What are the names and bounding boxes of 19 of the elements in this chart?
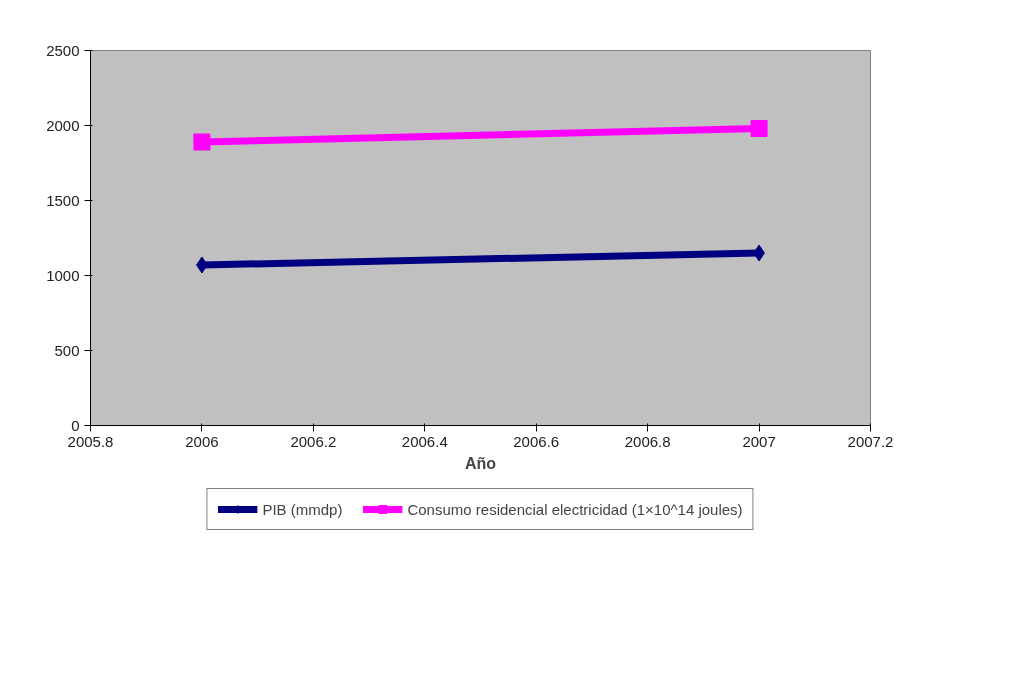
point xyxy=(193,133,211,151)
y-tick-label: 2000 xyxy=(46,116,80,134)
y-tick-label: 1000 xyxy=(46,266,80,284)
x-tick-label: 2006.8 xyxy=(624,432,671,450)
x-tick-label: 2006.6 xyxy=(513,432,560,450)
x-tick-label: 2006.4 xyxy=(401,432,448,450)
x-tick-label: 2007.2 xyxy=(847,432,894,450)
x-tick-label: 2005.8 xyxy=(67,432,114,450)
y-tick-label: 0 xyxy=(71,416,80,434)
legend-label: Consumo residencial electricidad (1×10^14 joules) xyxy=(407,500,743,518)
y-tick-label: 500 xyxy=(54,341,80,359)
point xyxy=(750,120,768,137)
y-tick-label: 2500 xyxy=(46,41,80,59)
x-tick-label: 2006 xyxy=(185,432,219,450)
x-tick-label: 2006.2 xyxy=(290,432,337,450)
y-tick-label: 1500 xyxy=(46,191,80,209)
x-axis-title: Año xyxy=(464,454,497,472)
legend-label: PIB (mmdp) xyxy=(262,500,343,518)
x-tick-label: 2007 xyxy=(742,432,776,450)
